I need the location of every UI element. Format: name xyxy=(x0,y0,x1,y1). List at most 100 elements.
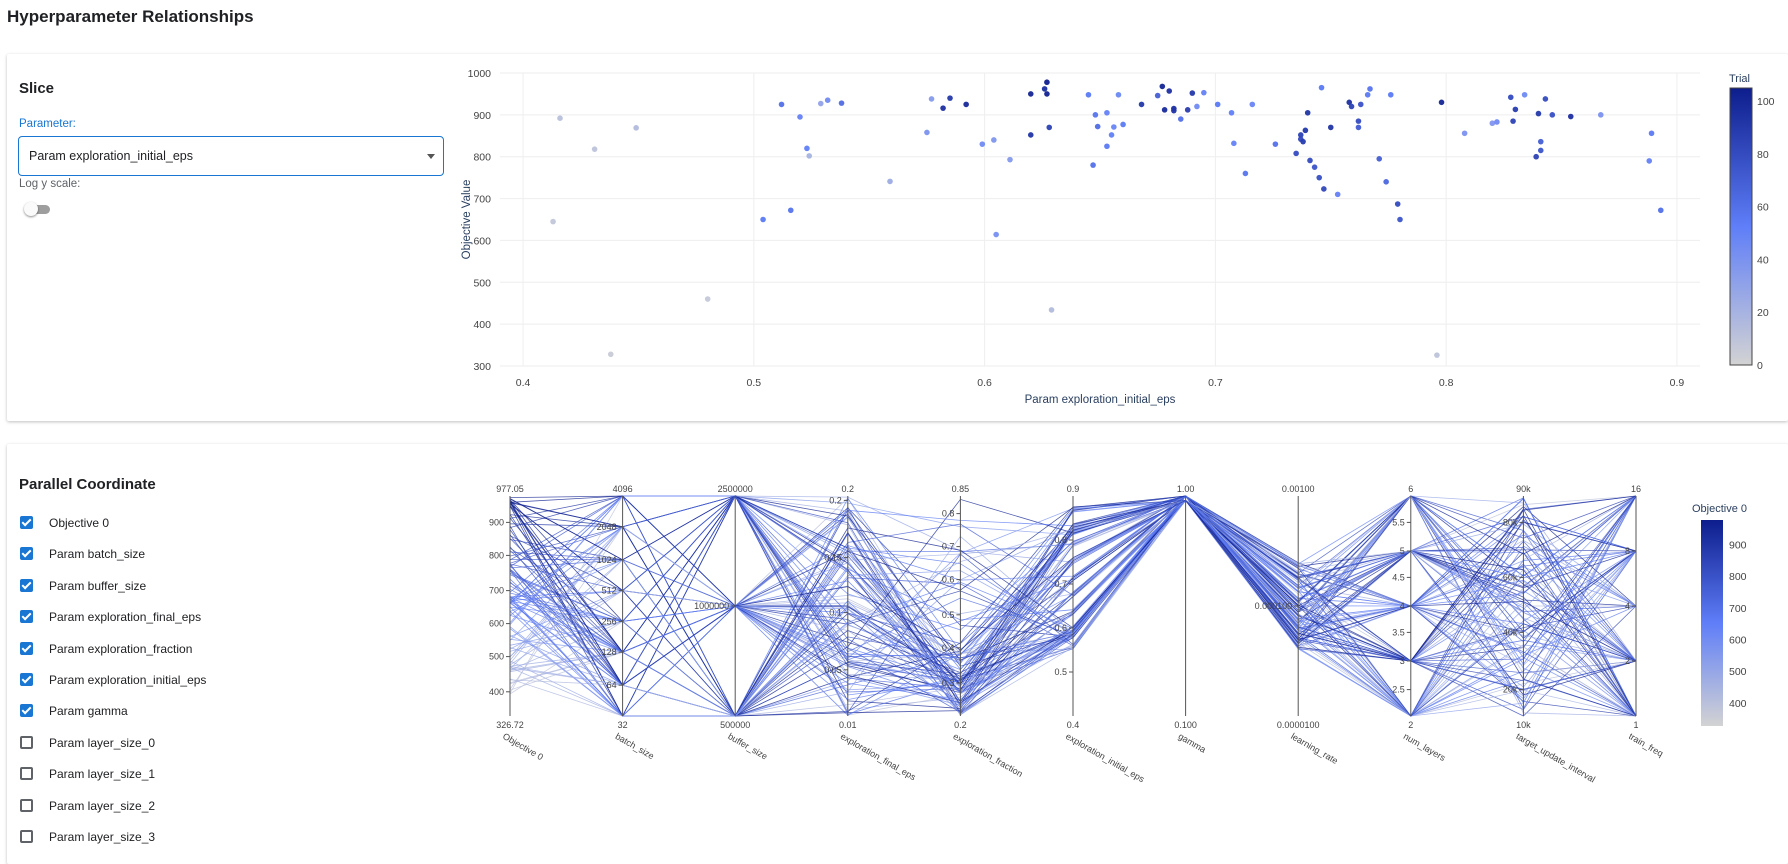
scatter-point xyxy=(1242,170,1249,177)
axis-name-label: target_update_interval xyxy=(1514,731,1597,784)
checkbox-unchecked-icon[interactable] xyxy=(20,767,33,781)
axis-name-label: train_freq xyxy=(1627,731,1665,759)
colorbar xyxy=(1701,520,1723,726)
axis-tick-label: 20k xyxy=(1503,685,1518,695)
scatter-point xyxy=(806,153,813,159)
axis-min-label: 0.0000100 xyxy=(1277,720,1320,730)
axis-name-label: batch_size xyxy=(614,731,656,761)
scatter-point xyxy=(991,137,997,143)
colorbar-tick-label: 600 xyxy=(1729,634,1747,646)
scatter-point xyxy=(557,115,563,122)
colorbar xyxy=(1729,87,1753,366)
axis-tick-label: 80k xyxy=(1503,517,1518,527)
scatter-point xyxy=(633,125,639,131)
checkbox-checked-icon[interactable] xyxy=(20,641,33,655)
checkbox-checked-icon[interactable] xyxy=(20,672,33,686)
page-title: Hyperparameter Relationships xyxy=(7,7,254,26)
scatter-point xyxy=(1214,101,1221,108)
checkbox-checked-icon[interactable] xyxy=(20,704,33,718)
param-checkbox-label: Param layer_size_0 xyxy=(49,735,156,750)
y-tick-label: 600 xyxy=(473,235,491,247)
param-checkbox-label: Param buffer_size xyxy=(49,578,147,593)
axis-tick-label: 0.1 xyxy=(829,608,842,618)
x-axis-label: Param exploration_initial_eps xyxy=(1025,394,1176,406)
axis-min-label: 326.72 xyxy=(496,720,524,730)
axis-tick-label: 40k xyxy=(1503,627,1518,637)
axis-tick-label: 0.8 xyxy=(1054,535,1067,545)
scatter-point xyxy=(1044,91,1050,97)
scatter-point xyxy=(1355,118,1362,124)
scatter-point xyxy=(1397,216,1403,223)
checkbox-checked-icon[interactable] xyxy=(20,578,33,592)
scatter-point xyxy=(1364,91,1371,98)
scatter-point xyxy=(1094,123,1101,130)
axis-tick-label: 3.5 xyxy=(1392,627,1405,637)
scatter-point xyxy=(1304,109,1311,116)
scatter-point xyxy=(550,218,556,225)
checkbox-checked-icon[interactable] xyxy=(20,610,33,624)
param-checkbox-label: Param batch_size xyxy=(49,547,146,562)
scatter-point xyxy=(924,129,930,136)
colorbar-tick-label: 80 xyxy=(1757,149,1769,161)
scatter-point xyxy=(1646,158,1653,164)
y-tick-label: 500 xyxy=(473,277,491,289)
param-checkbox-label: Param exploration_fraction xyxy=(49,641,193,656)
scatter-point xyxy=(1154,92,1161,99)
colorbar-tick-label: 40 xyxy=(1757,254,1769,266)
checkbox-checked-icon[interactable] xyxy=(20,516,33,529)
axis-min-label: 1 xyxy=(1633,720,1638,730)
param-checkbox-label: Param layer_size_3 xyxy=(49,829,156,844)
x-tick-label: 0.5 xyxy=(747,377,762,389)
parallel-coordinate-chart[interactable]: 977.05 326.72 900 800 700 600 500 400 Objective … xyxy=(450,460,1788,784)
checkbox-checked-icon[interactable] xyxy=(20,547,33,561)
log-scale-label: Log y scale: xyxy=(19,178,81,190)
scatter-point xyxy=(928,96,935,102)
scatter-point xyxy=(1521,91,1528,98)
scatter-point xyxy=(1027,91,1034,97)
scatter-point xyxy=(1104,143,1110,150)
scatter-point xyxy=(1334,191,1341,198)
parallel-title: Parallel Coordinate xyxy=(19,476,156,493)
scatter-point xyxy=(1318,84,1325,91)
param-checkbox-label: Param exploration_initial_eps xyxy=(49,672,207,687)
y-tick-label: 800 xyxy=(473,152,491,164)
axis-max-label: 977.05 xyxy=(496,484,524,494)
scatter-point xyxy=(1104,109,1110,116)
scatter-point xyxy=(1159,83,1166,90)
colorbar-tick-label: 700 xyxy=(1729,603,1747,615)
axis-min-label: 0.01 xyxy=(839,720,857,730)
axis-min-label: 32 xyxy=(618,720,628,730)
colorbar-tick-label: 0 xyxy=(1757,360,1763,372)
axis-tick-label: 500 xyxy=(489,652,504,662)
parameter-select[interactable]: Param exploration_initial_eps xyxy=(18,136,444,176)
axis-min-label: 500000 xyxy=(720,720,750,730)
axis-max-label: 90k xyxy=(1516,484,1531,494)
axis-tick-label: 512 xyxy=(602,586,617,596)
param-checkbox-label: Param layer_size_2 xyxy=(49,798,156,813)
param-checkbox-label: Objective 0 xyxy=(49,516,110,530)
scatter-point xyxy=(1507,94,1514,101)
scatter-point xyxy=(1494,119,1500,125)
axis-tick-label: 0.4 xyxy=(942,643,955,653)
axis-name-label: exploration_final_eps xyxy=(839,731,918,782)
scatter-point xyxy=(887,178,893,185)
scatter-point xyxy=(1041,86,1048,92)
scatter-point xyxy=(940,105,946,111)
colorbar-tick-label: 20 xyxy=(1757,307,1769,319)
axis-tick-label: 4.5 xyxy=(1392,572,1405,582)
parameter-label: Parameter: xyxy=(19,118,76,130)
checkbox-unchecked-icon[interactable] xyxy=(20,735,33,749)
log-scale-toggle[interactable] xyxy=(24,202,50,216)
scatter-point xyxy=(1085,91,1092,98)
axis-name-label: num_layers xyxy=(1402,731,1448,763)
scatter-point xyxy=(778,101,785,108)
axis-tick-label: 2.5 xyxy=(1392,685,1405,695)
axis-max-label: 0.00100 xyxy=(1282,484,1315,494)
axis-tick-label: 0.7 xyxy=(942,542,955,552)
checkbox-unchecked-icon[interactable] xyxy=(20,829,33,843)
checkbox-unchecked-icon[interactable] xyxy=(20,798,33,812)
scatter-point xyxy=(1434,352,1440,358)
colorbar-tick-label: 800 xyxy=(1729,571,1747,583)
scatter-point xyxy=(1161,107,1168,113)
